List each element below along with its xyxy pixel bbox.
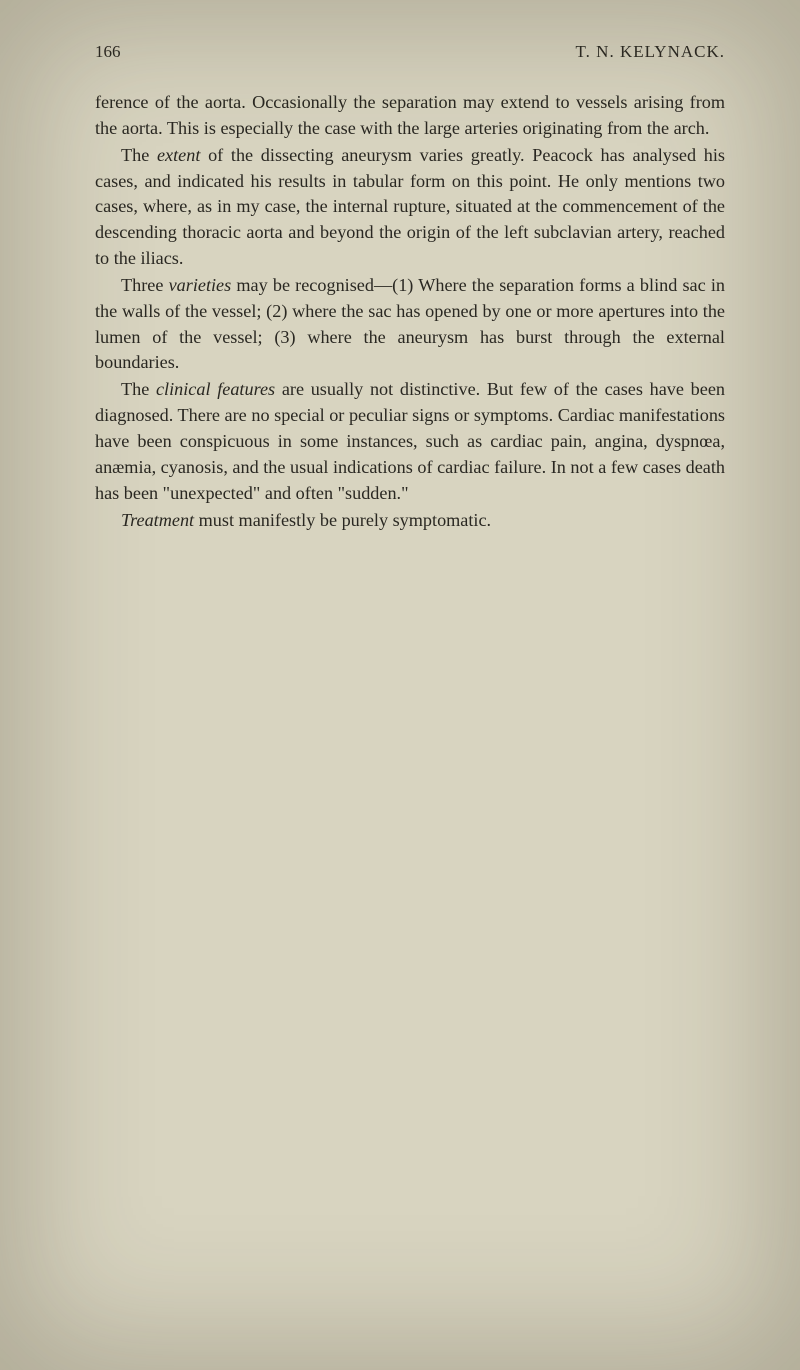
italic-text: varieties — [169, 275, 232, 295]
italic-text: Treatment — [121, 510, 194, 530]
page-header: 166 T. N. KELYNACK. — [95, 42, 725, 62]
document-page: 166 T. N. KELYNACK. ference of the aorta… — [0, 0, 800, 594]
text-span: The — [121, 145, 157, 165]
text-span: ference of the aorta. Occasionally the s… — [95, 92, 725, 138]
italic-text: clinical features — [156, 379, 275, 399]
paragraph-2: The extent of the dissecting aneurysm va… — [95, 143, 725, 272]
paragraph-1: ference of the aorta. Occasionally the s… — [95, 90, 725, 142]
text-span: Three — [121, 275, 169, 295]
author-name: T. N. KELYNACK. — [576, 42, 725, 62]
paragraph-4: The clinical features are usually not di… — [95, 377, 725, 506]
paragraph-3: Three varieties may be recognised—(1) Wh… — [95, 273, 725, 376]
page-number: 166 — [95, 42, 121, 62]
text-span: must manifestly be purely symptomatic. — [194, 510, 491, 530]
text-span: The — [121, 379, 156, 399]
paragraph-5: Treatment must manifestly be purely symp… — [95, 508, 725, 534]
italic-text: extent — [157, 145, 200, 165]
body-text: ference of the aorta. Occasionally the s… — [95, 90, 725, 533]
